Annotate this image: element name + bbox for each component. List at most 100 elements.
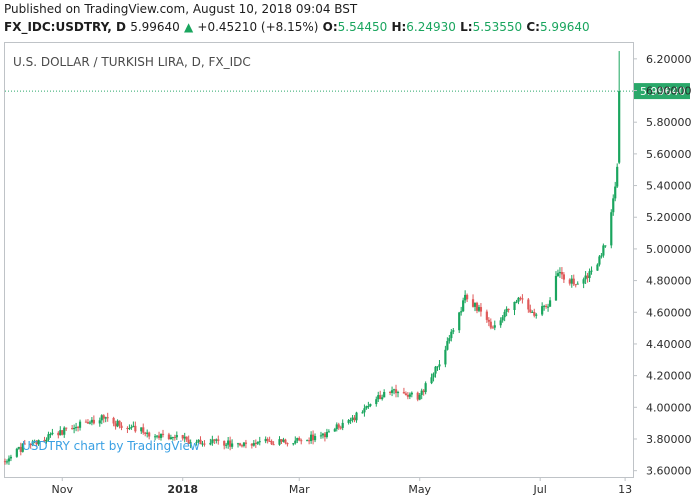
- low-label: L:: [460, 20, 473, 34]
- candle-body: [519, 297, 522, 299]
- candle-up: [74, 422, 78, 432]
- candle-down: [280, 439, 283, 445]
- candle-body: [560, 272, 564, 275]
- candle-body: [73, 427, 76, 430]
- candle-body: [505, 308, 508, 312]
- candle-down: [71, 424, 74, 430]
- candle-body: [310, 434, 313, 441]
- candle-up: [231, 439, 234, 449]
- candle-body: [298, 438, 301, 441]
- x-tick-label: Jul: [533, 483, 547, 496]
- candle-up: [582, 277, 585, 289]
- candle-body: [548, 300, 552, 307]
- candle-body: [588, 271, 591, 279]
- candle-up: [363, 404, 366, 417]
- candle-body: [114, 423, 117, 427]
- candle-down: [466, 293, 469, 303]
- candle-body: [574, 284, 577, 286]
- candle-up: [169, 434, 172, 440]
- candle-body: [74, 426, 78, 428]
- x-tick-label: Nov: [52, 483, 74, 496]
- candle-body: [294, 440, 297, 444]
- candle-down: [43, 436, 46, 442]
- candle-body: [286, 442, 289, 445]
- candle-body: [157, 435, 161, 438]
- candle-body: [47, 434, 50, 440]
- candle-up: [116, 419, 119, 428]
- candle-body: [410, 392, 413, 395]
- candle-down: [185, 436, 188, 442]
- candle-body: [181, 435, 184, 439]
- candle-body: [321, 433, 325, 436]
- y-tick-label: 3.80000: [646, 433, 692, 446]
- candle-body: [76, 426, 80, 428]
- candle-down: [268, 436, 271, 442]
- candle-up: [128, 424, 131, 431]
- candle-body: [491, 327, 494, 329]
- candle-body: [313, 436, 317, 441]
- candle-up: [47, 431, 50, 442]
- candle-body: [430, 377, 433, 384]
- candle-body: [416, 392, 419, 400]
- candle-body: [211, 439, 214, 443]
- candle-body: [436, 366, 439, 368]
- candle-down: [244, 439, 248, 449]
- candle-body: [7, 458, 11, 462]
- candle-down: [568, 278, 571, 286]
- close-label: C:: [526, 20, 540, 34]
- candle-up: [473, 302, 477, 312]
- candle-body: [363, 408, 366, 413]
- candle-down: [527, 298, 530, 313]
- change-arrow-icon: ▲: [184, 20, 194, 34]
- candle-up: [132, 421, 135, 428]
- candle-down: [187, 435, 190, 444]
- y-tick-label: 4.80000: [646, 275, 692, 288]
- candle-body: [15, 448, 18, 457]
- candle-down: [134, 421, 137, 433]
- candle-body: [533, 311, 536, 316]
- candle-body: [325, 432, 328, 438]
- candle-down: [238, 442, 242, 447]
- candle-body: [529, 309, 532, 313]
- candle-body: [250, 443, 253, 446]
- candle-up: [264, 436, 267, 444]
- candle-body: [161, 433, 165, 435]
- candle-body: [406, 394, 409, 397]
- candle-body: [236, 443, 240, 445]
- candle-body: [584, 275, 587, 280]
- candle-body: [102, 415, 105, 419]
- candle-down: [339, 425, 342, 430]
- candle-body: [242, 442, 246, 446]
- candle-body: [49, 434, 52, 436]
- y-tick-label: 4.00000: [646, 401, 692, 414]
- candle-up: [513, 301, 516, 316]
- candle-body: [106, 417, 109, 419]
- candle-body: [270, 440, 273, 445]
- candle-body: [596, 264, 599, 271]
- candle-down: [35, 440, 38, 447]
- candle-body: [256, 441, 259, 444]
- candle-body: [225, 444, 228, 446]
- candle-up: [227, 437, 230, 449]
- candle-body: [333, 429, 336, 432]
- candle-body: [353, 417, 356, 421]
- candle-down: [286, 442, 289, 447]
- time-axis: Nov 2018 Mar May Jul 13: [52, 477, 632, 496]
- candle-body: [379, 395, 382, 400]
- candle-up: [600, 252, 603, 259]
- candle-body: [479, 307, 483, 312]
- candle-body: [448, 338, 451, 342]
- open-value: 5.54450: [337, 20, 388, 34]
- close-value: 5.99640: [539, 20, 590, 34]
- candle-up: [278, 436, 281, 446]
- candle-up: [242, 442, 246, 448]
- candle-body: [23, 443, 26, 445]
- candle-down: [250, 443, 253, 449]
- candle-body: [118, 420, 121, 426]
- candle-up: [390, 386, 394, 397]
- candle-body: [361, 412, 364, 414]
- candle-up: [333, 427, 336, 432]
- candle-up: [558, 267, 562, 278]
